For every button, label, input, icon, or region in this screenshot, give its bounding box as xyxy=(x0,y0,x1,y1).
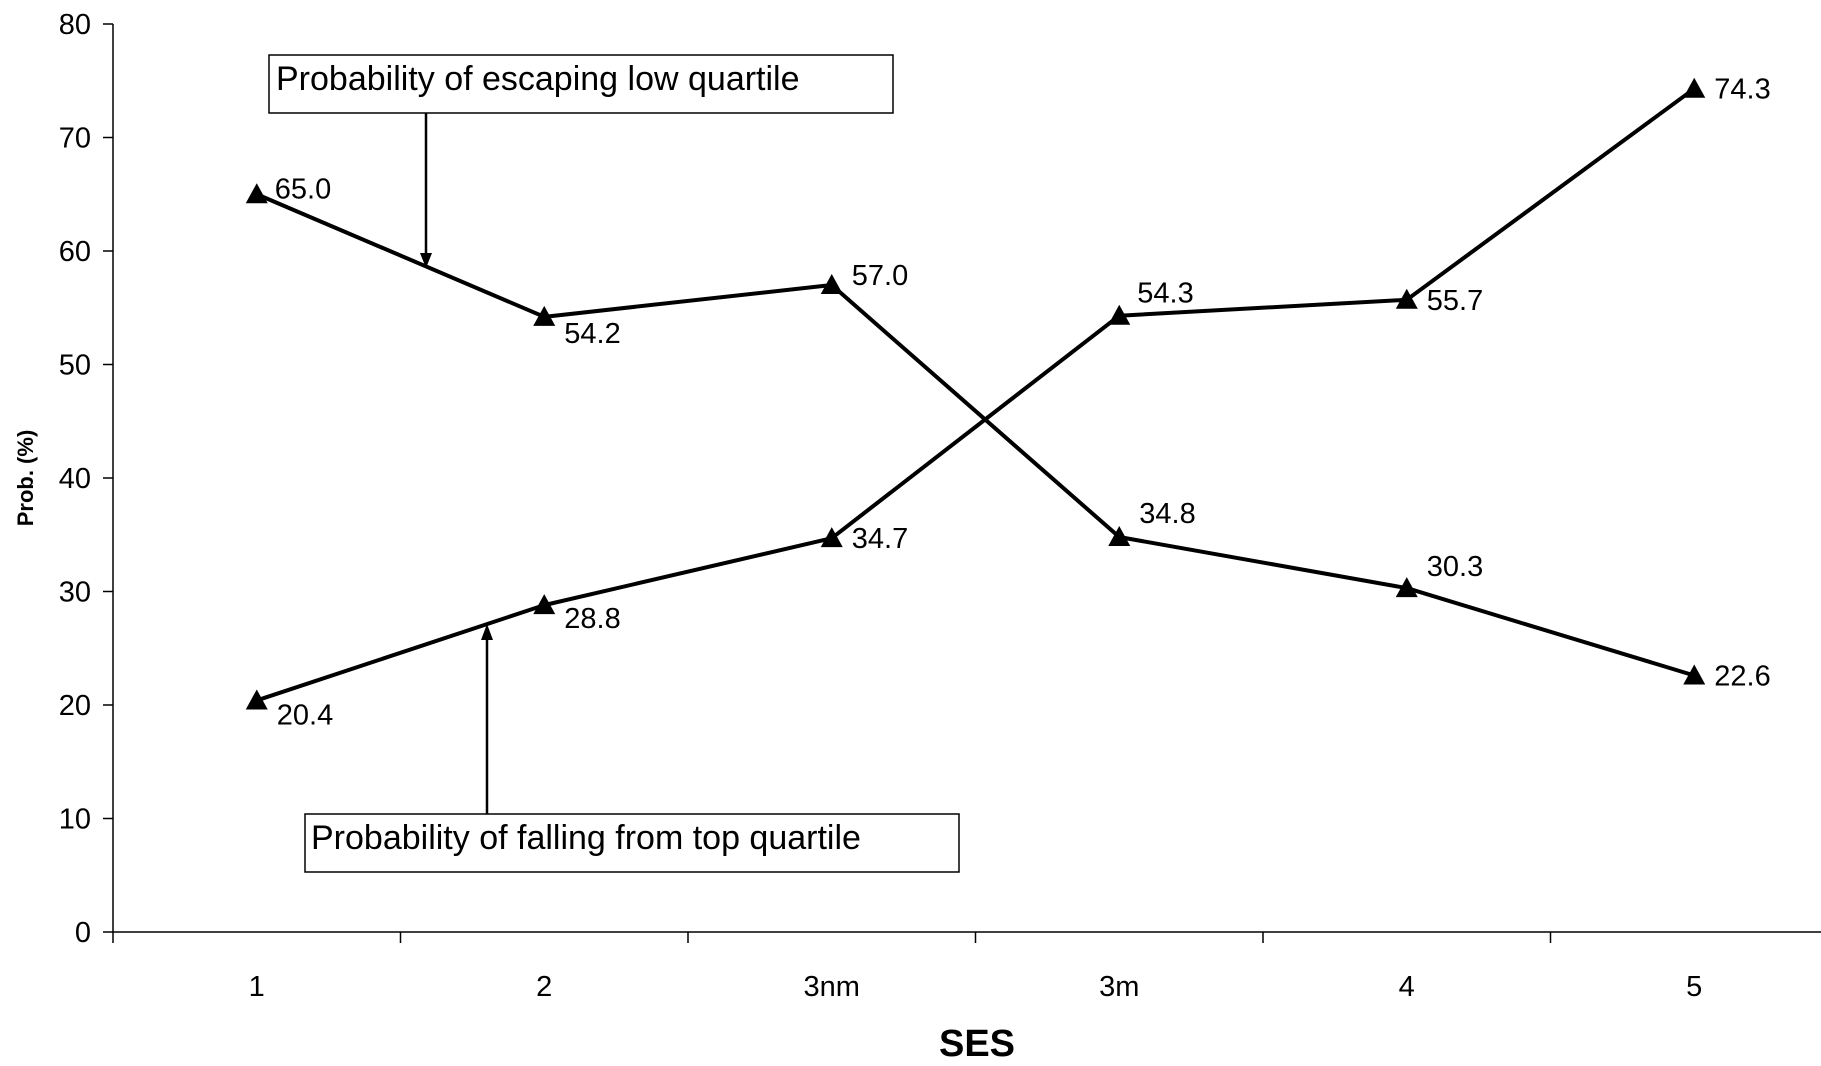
annotation-box-escaping xyxy=(268,54,894,114)
y-tick-label: 10 xyxy=(59,804,91,836)
data-label: 65.0 xyxy=(275,173,331,205)
annotation-arrowhead-falling xyxy=(481,624,493,640)
data-point-marker xyxy=(820,274,843,295)
data-point-marker xyxy=(1108,526,1131,547)
annotation-box-falling xyxy=(304,813,960,873)
x-tick-label: 3nm xyxy=(804,971,860,1003)
y-tick-label: 60 xyxy=(59,236,91,268)
y-tick-label: 50 xyxy=(59,350,91,382)
annotations: Probability of escaping low quartile Pro… xyxy=(268,54,960,873)
data-label: 34.7 xyxy=(852,523,908,555)
x-axis-title: SES xyxy=(939,1023,1015,1065)
y-axis-title: Prob. (%) xyxy=(13,430,38,527)
x-tick-label: 5 xyxy=(1686,971,1702,1003)
data-labels: 65.0 54.2 57.0 34.8 30.3 22.6 20.4 28.8 34.7 54.3… xyxy=(275,74,1771,732)
axes: 0 10 20 30 40 50 60 70 80 1 2 3nm 3m 4 5 xyxy=(59,9,1821,1003)
data-label: 22.6 xyxy=(1714,660,1770,692)
data-label: 54.2 xyxy=(564,318,620,350)
data-label: 34.8 xyxy=(1139,498,1195,530)
x-tick-label: 4 xyxy=(1399,971,1415,1003)
series-group xyxy=(245,77,1706,710)
annotation-text-falling: Probability of falling from top quartile xyxy=(311,819,861,857)
y-tick-label: 30 xyxy=(59,577,91,609)
data-label: 74.3 xyxy=(1714,74,1770,106)
data-point-marker xyxy=(245,183,268,204)
data-label: 30.3 xyxy=(1427,551,1483,583)
data-label: 55.7 xyxy=(1427,285,1483,317)
x-tick-label: 1 xyxy=(249,971,265,1003)
y-tick-label: 20 xyxy=(59,690,91,722)
annotation-text-escaping: Probability of escaping low quartile xyxy=(276,60,800,98)
data-point-marker xyxy=(1683,664,1706,685)
data-point-marker xyxy=(1108,304,1131,325)
y-tick-label: 70 xyxy=(59,123,91,155)
data-point-marker xyxy=(1395,288,1418,309)
y-tick-label: 40 xyxy=(59,463,91,495)
data-point-marker xyxy=(533,594,556,615)
annotation-arrowhead-escaping xyxy=(420,253,432,268)
data-label: 54.3 xyxy=(1137,278,1193,310)
series-line-2 xyxy=(256,87,1696,703)
data-point-marker xyxy=(1683,77,1706,98)
data-point-marker xyxy=(820,527,843,548)
y-tick-label: 0 xyxy=(75,917,91,949)
data-point-marker xyxy=(533,305,556,326)
data-label: 28.8 xyxy=(564,603,620,635)
data-point-marker xyxy=(245,689,268,710)
data-label: 57.0 xyxy=(852,260,908,292)
y-tick-label: 80 xyxy=(59,9,91,41)
data-point-marker xyxy=(1395,577,1418,598)
x-tick-label: 2 xyxy=(536,971,552,1003)
data-label: 20.4 xyxy=(277,699,333,731)
x-tick-label: 3m xyxy=(1099,971,1139,1003)
series-line-1 xyxy=(255,192,1695,678)
